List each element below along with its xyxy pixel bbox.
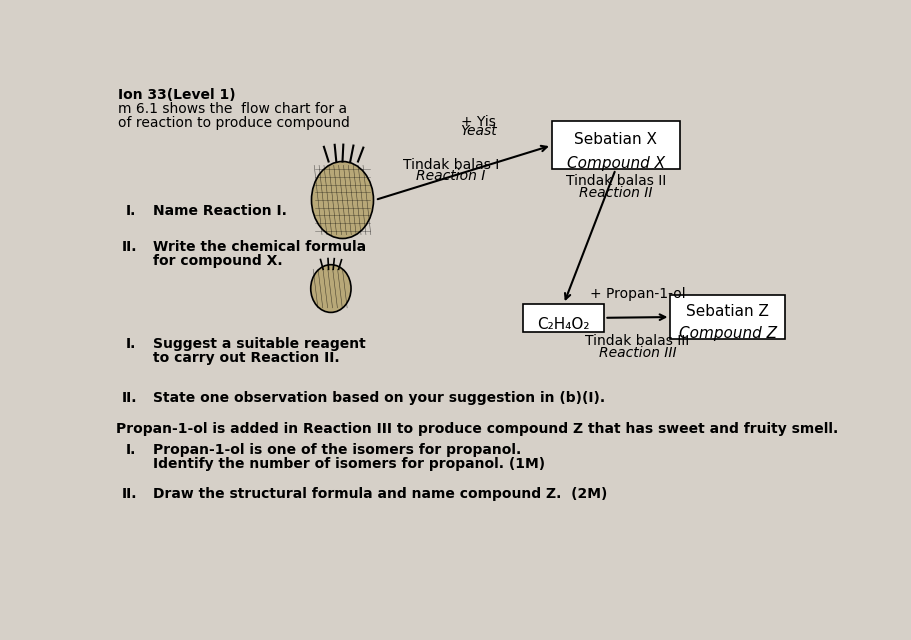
Text: Propan-1-ol is added in Reaction III to produce compound Z that has sweet and fr: Propan-1-ol is added in Reaction III to … [117,422,838,436]
Text: m 6.1 shows the  flow chart for a: m 6.1 shows the flow chart for a [118,102,347,116]
Text: Sebatian X: Sebatian X [574,132,657,147]
Text: + Yis: + Yis [461,115,496,129]
Text: Reaction I: Reaction I [416,169,486,183]
Text: Write the chemical formula: Write the chemical formula [153,240,365,254]
Text: Ion 33(Level 1): Ion 33(Level 1) [118,88,235,102]
Text: Sebatian Z: Sebatian Z [686,304,769,319]
FancyBboxPatch shape [523,304,605,332]
FancyBboxPatch shape [552,122,680,169]
Text: II.: II. [122,240,138,254]
Text: I.: I. [126,204,136,218]
Text: Suggest a suitable reagent: Suggest a suitable reagent [153,337,365,351]
FancyBboxPatch shape [670,294,785,339]
Text: II.: II. [122,391,138,405]
Text: II.: II. [122,487,138,501]
Text: Name Reaction I.: Name Reaction I. [153,204,286,218]
Text: Identify the number of isomers for propanol. (1M): Identify the number of isomers for propa… [153,457,545,471]
Text: State one observation based on your suggestion in (b)(I).: State one observation based on your sugg… [153,391,605,405]
Text: Yeast: Yeast [460,124,496,138]
Text: Reaction III: Reaction III [599,346,676,360]
Text: + Propan-1-ol: + Propan-1-ol [589,287,685,301]
Text: of reaction to produce compound: of reaction to produce compound [118,116,350,130]
Text: Compound Z: Compound Z [679,326,777,341]
Text: Compound X: Compound X [567,156,665,171]
Text: Tindak balas III: Tindak balas III [585,334,690,348]
Text: Tindak balas I: Tindak balas I [403,157,499,172]
Text: Propan-1-ol is one of the isomers for propanol.: Propan-1-ol is one of the isomers for pr… [153,444,521,458]
Text: Draw the structural formula and name compound Z.  (2M): Draw the structural formula and name com… [153,487,607,501]
Ellipse shape [312,161,374,239]
Text: I.: I. [126,337,136,351]
Text: Reaction II: Reaction II [578,186,652,200]
Text: to carry out Reaction II.: to carry out Reaction II. [153,351,339,365]
Text: C₂H₄O₂: C₂H₄O₂ [537,317,590,332]
Text: Tindak balas II: Tindak balas II [566,174,666,188]
Text: I.: I. [126,444,136,458]
Ellipse shape [311,265,351,312]
Text: for compound X.: for compound X. [153,254,282,268]
